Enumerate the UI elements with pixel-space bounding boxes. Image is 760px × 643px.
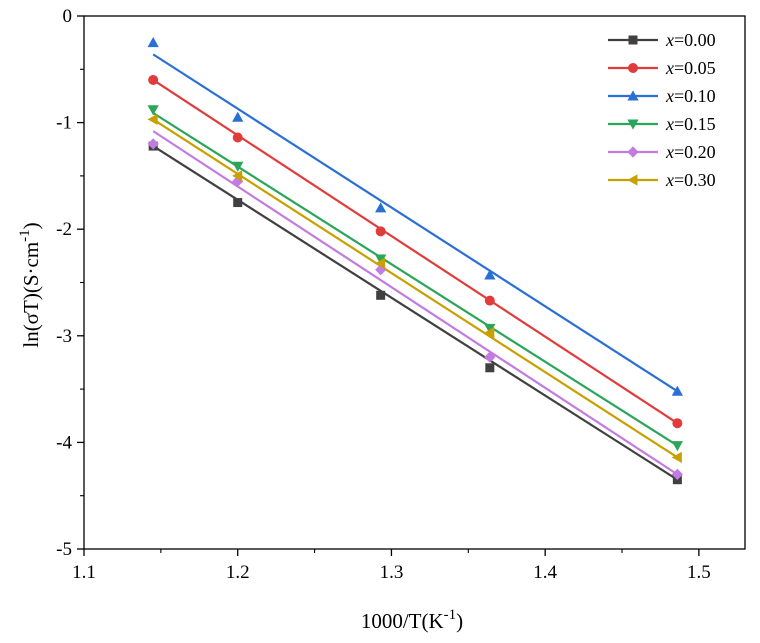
data-point: [148, 74, 159, 85]
fit-line: [152, 112, 678, 447]
data-point: [671, 468, 683, 481]
legend-label: x=0.05: [665, 58, 716, 78]
legend-label: x=0.15: [665, 114, 716, 134]
fit-line: [152, 118, 678, 459]
fit-line: [152, 145, 678, 481]
fit-line: [152, 130, 678, 476]
legend-marker: [627, 90, 639, 101]
data-point: [232, 161, 244, 172]
data-point: [671, 385, 683, 396]
data-point: [375, 202, 387, 213]
legend-marker: [627, 174, 638, 186]
x-tick-label: 1.4: [533, 562, 557, 583]
y-tick-label: -3: [56, 326, 72, 347]
y-axis-label: ln(σT)(S·cm-1): [17, 222, 43, 347]
legend-label: x=0.20: [665, 142, 716, 162]
legend-marker: [628, 63, 638, 73]
x-axis-label: 1000/T(K-1): [361, 607, 463, 633]
fit-line: [152, 53, 678, 393]
y-tick-label: 0: [63, 6, 73, 27]
data-point: [376, 290, 386, 300]
fit-line: [152, 79, 678, 425]
legend-label: x=0.00: [665, 30, 716, 50]
data-point: [484, 295, 495, 306]
data-point: [484, 326, 495, 339]
data-point: [485, 363, 495, 373]
legend-label: x=0.30: [665, 170, 716, 190]
axis-ticks: 1.1 1.2 1.3 1.4 1.5 0 -1 -2 -3 -4 -5: [56, 6, 711, 583]
data-point: [375, 254, 387, 265]
data-point: [232, 132, 243, 143]
legend-marker: [627, 119, 639, 130]
data-point: [147, 138, 159, 150]
legend-marker: [627, 146, 639, 158]
data-point: [672, 418, 683, 429]
data-point: [671, 451, 682, 463]
x-tick-label: 1.2: [226, 562, 250, 583]
fit-lines: [152, 53, 678, 481]
data-point: [375, 226, 386, 237]
data-point: [375, 257, 386, 269]
x-tick-label: 1.5: [687, 562, 711, 583]
legend-marker: [628, 35, 638, 45]
data-point: [671, 441, 683, 452]
y-tick-label: -1: [56, 113, 72, 134]
data-point: [484, 269, 496, 280]
x-tick-label: 1.1: [72, 562, 96, 583]
y-tick-label: -5: [56, 539, 72, 560]
y-tick-label: -2: [56, 219, 72, 240]
data-point: [147, 113, 158, 126]
legend-label: x=0.10: [665, 86, 716, 106]
data-markers: [147, 37, 683, 485]
data-point: [484, 323, 496, 334]
data-point: [147, 37, 159, 48]
data-point: [232, 170, 243, 182]
legend: x=0.00 x=0.05 x=0.10 x=0.15 x=0.20 x=0.30: [608, 30, 716, 190]
data-point: [147, 105, 159, 116]
data-point: [233, 198, 243, 208]
x-tick-label: 1.3: [380, 562, 404, 583]
data-point: [232, 111, 244, 122]
data-point: [484, 351, 496, 363]
y-tick-label: -4: [56, 432, 72, 453]
